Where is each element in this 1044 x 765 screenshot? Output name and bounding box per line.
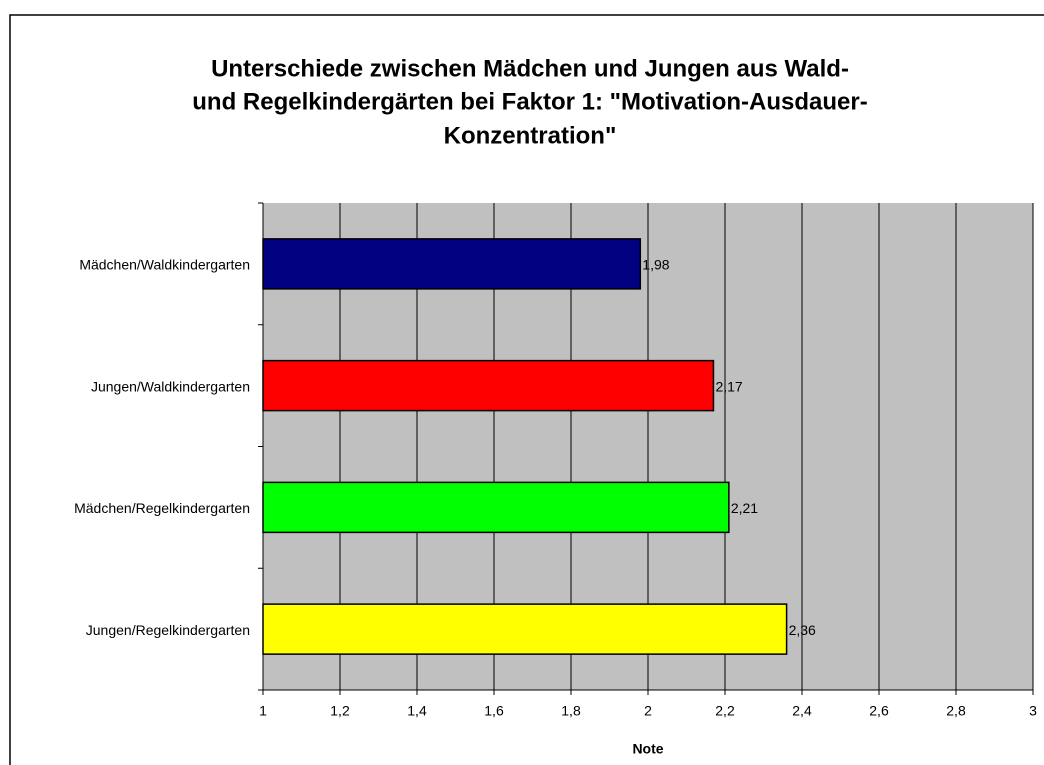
bar xyxy=(262,481,730,534)
bar xyxy=(262,603,788,655)
x-tick-label: 2,6 xyxy=(869,703,889,719)
x-tick-label: 2,4 xyxy=(792,703,812,719)
y-tick-label: Jungen/Waldkindergarten xyxy=(91,378,250,394)
x-tick-label: 1,6 xyxy=(484,703,504,719)
data-label: 2,36 xyxy=(789,622,816,638)
x-tick-label: 3 xyxy=(1029,703,1037,719)
chart-title: Konzentration" xyxy=(444,122,617,149)
data-label: 1,98 xyxy=(642,257,669,273)
y-tick-label: Jungen/Regelkindergarten xyxy=(86,622,250,638)
x-tick-label: 1,2 xyxy=(330,703,350,719)
bar xyxy=(262,359,715,412)
y-tick-label: Mädchen/Regelkindergarten xyxy=(74,500,250,516)
x-tick-label: 1,4 xyxy=(407,703,427,719)
y-tick-label: Mädchen/Waldkindergarten xyxy=(79,257,250,273)
x-tick-label: 2 xyxy=(644,703,652,719)
bar xyxy=(262,238,642,290)
x-tick-label: 2,2 xyxy=(715,703,735,719)
x-tick-label: 1 xyxy=(259,703,267,719)
x-tick-label: 1,8 xyxy=(561,703,581,719)
chart-title: Unterschiede zwischen Mädchen und Jungen… xyxy=(211,55,849,82)
x-tick-label: 2,8 xyxy=(946,703,966,719)
data-label: 2,17 xyxy=(715,378,742,394)
data-label: 2,21 xyxy=(731,500,758,516)
x-axis-label: Note xyxy=(632,741,663,757)
chart-title: und Regelkindergärten bei Faktor 1: "Mot… xyxy=(192,88,867,115)
